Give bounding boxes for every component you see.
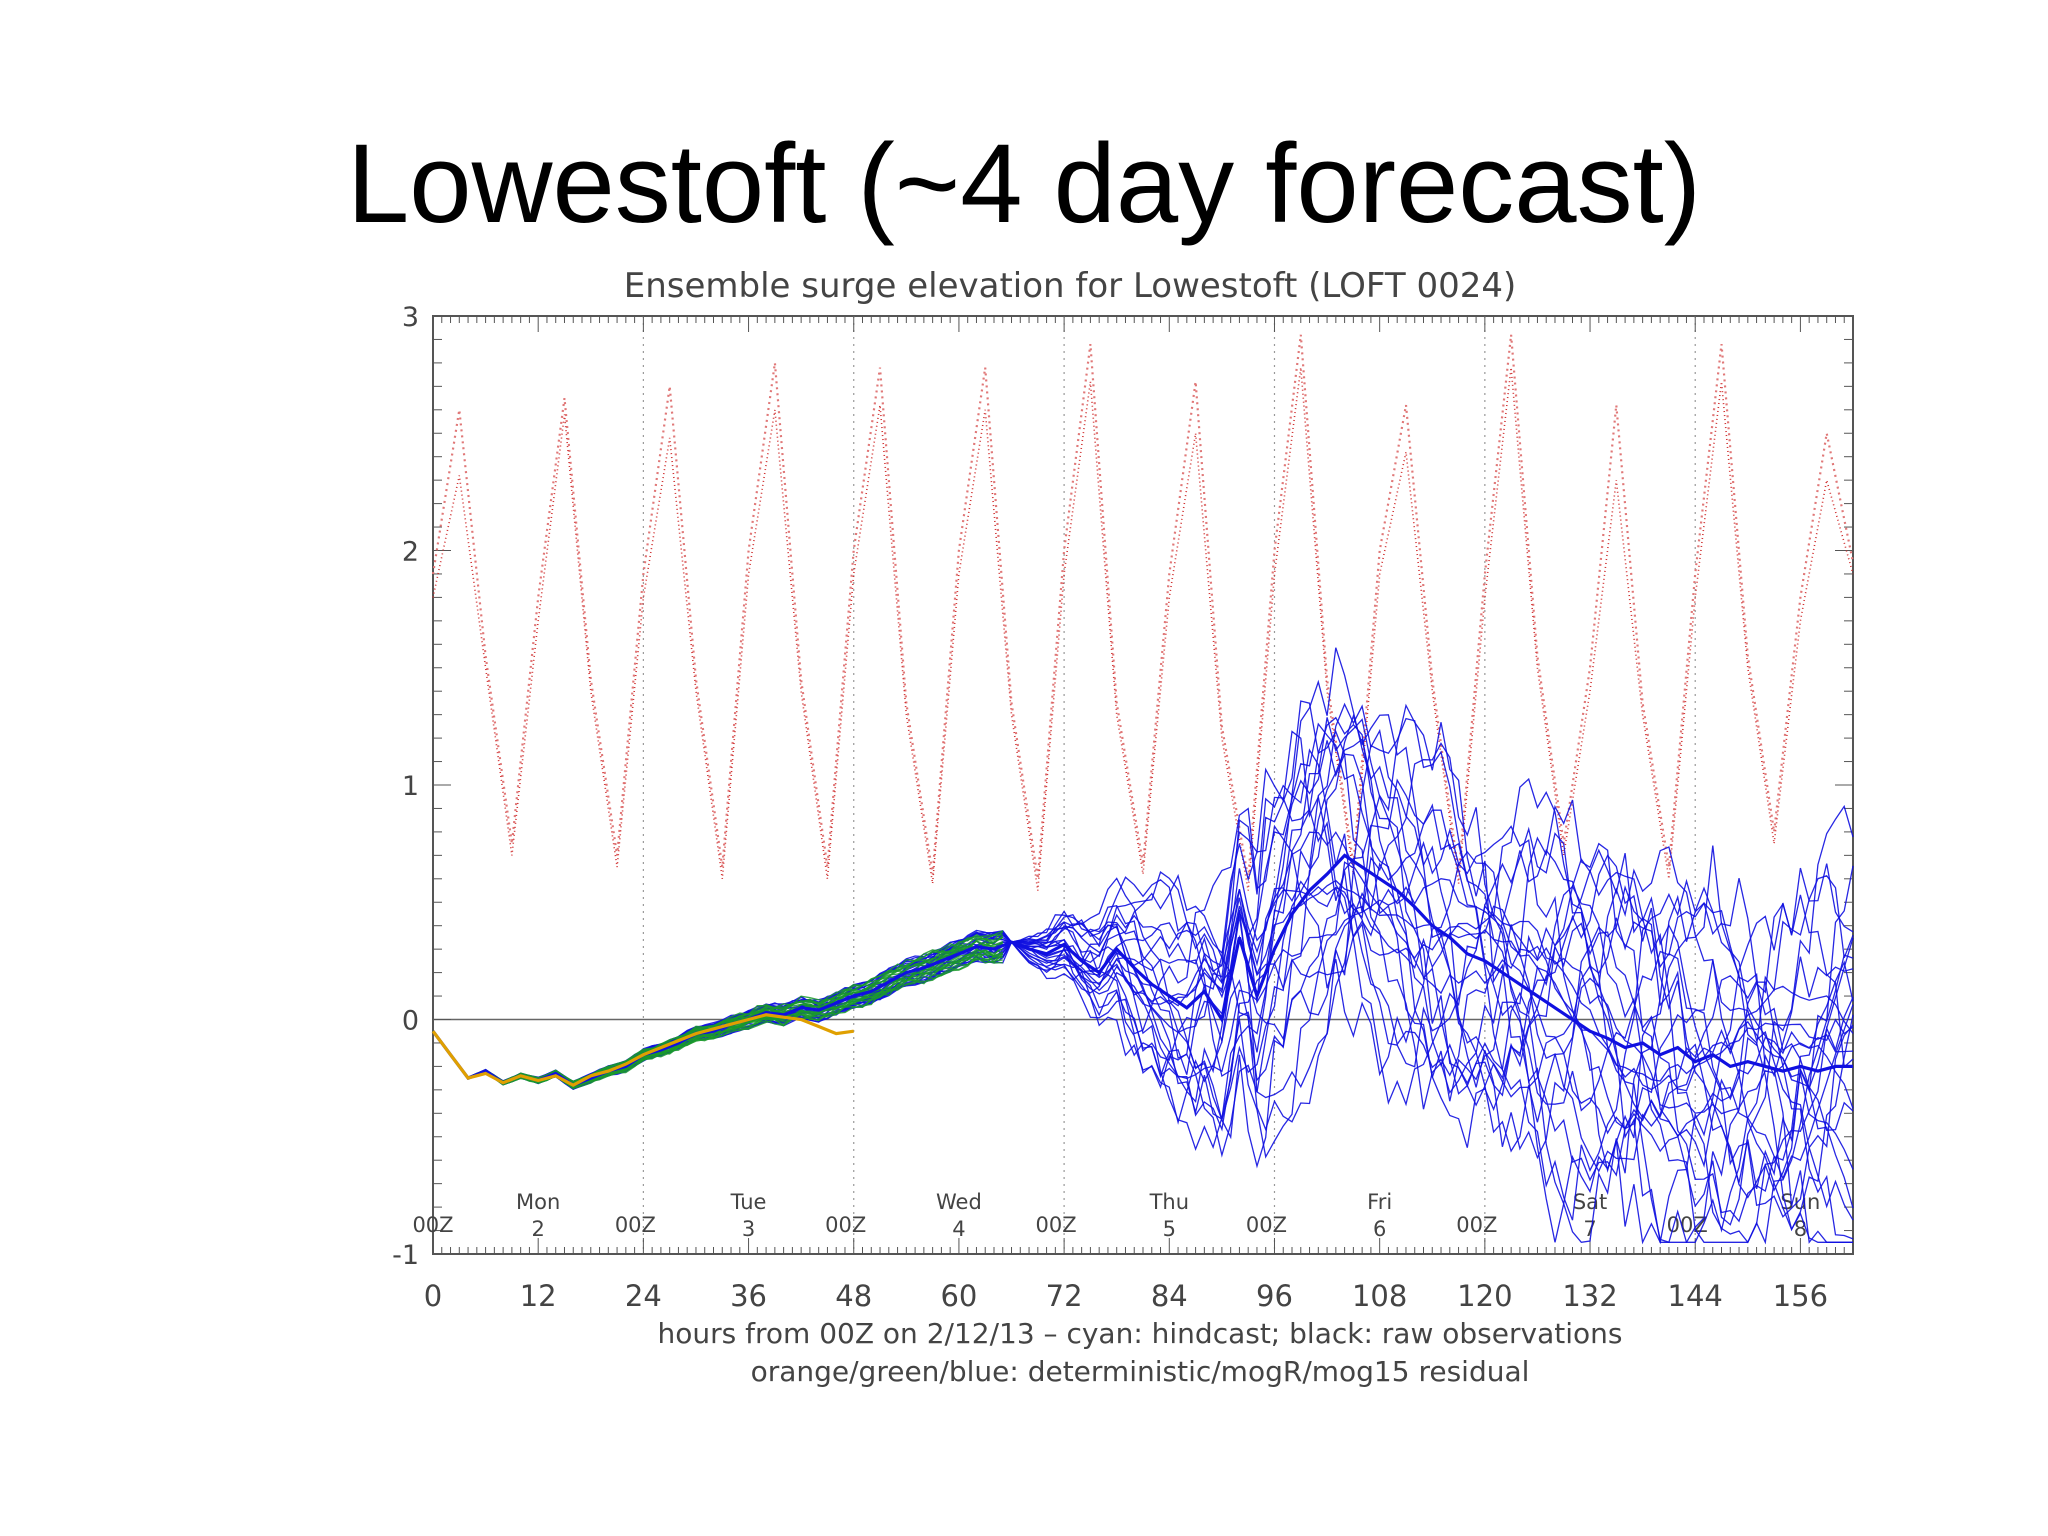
day-number-label: 2 [531, 1217, 544, 1241]
x-tick-label: 108 [1352, 1279, 1407, 1313]
day-number-label: 6 [1373, 1217, 1386, 1241]
midnight-label: 00Z [412, 1213, 453, 1237]
y-tick-label: -1 [392, 1240, 419, 1271]
y-tick-label: 0 [402, 1006, 419, 1037]
x-tick-label: 36 [730, 1279, 767, 1313]
y-tick-label: 3 [402, 302, 419, 333]
x-tick-label: 132 [1562, 1279, 1617, 1313]
midnight-label: 00Z [1667, 1213, 1708, 1237]
x-tick-label: 48 [835, 1279, 872, 1313]
midnight-label: 00Z [1246, 1213, 1287, 1237]
mog15-mean-line [431, 853, 1853, 1088]
deterministic-line [431, 1013, 854, 1088]
plot-frame [432, 315, 1854, 1255]
day-name-label: Sat [1573, 1190, 1607, 1214]
slide-title: Lowestoft (~4 day forecast) [346, 121, 1701, 246]
day-number-label: 5 [1163, 1217, 1176, 1241]
x-axis-label: hours from 00Z on 2/12/13 – cyan: hindca… [658, 1317, 1623, 1350]
x-tick-label: 72 [1046, 1279, 1083, 1313]
midnight-label: 00Z [825, 1213, 866, 1237]
day-number-label: 4 [952, 1217, 965, 1241]
x-tick-label: 60 [940, 1279, 977, 1313]
x-tick-label: 0 [424, 1279, 442, 1313]
x-tick-label: 120 [1457, 1279, 1512, 1313]
y-tick-label: 1 [402, 771, 419, 802]
x-tick-label: 12 [520, 1279, 557, 1313]
day-name-label: Thu [1149, 1190, 1189, 1214]
midnight-label: 00Z [615, 1213, 656, 1237]
x-tick-label: 144 [1668, 1279, 1723, 1313]
x-axis-label-legend: orange/green/blue: deterministic/mogR/mo… [751, 1355, 1530, 1388]
x-tick-label: 24 [625, 1279, 662, 1313]
x-tick-label: 156 [1773, 1279, 1828, 1313]
mogR-member-line [432, 956, 1003, 1090]
day-name-label: Wed [936, 1190, 982, 1214]
day-number-label: 7 [1583, 1217, 1596, 1241]
day-name-label: Tue [730, 1190, 767, 1214]
midnight-label: 00Z [1456, 1213, 1497, 1237]
x-tick-label: 96 [1256, 1279, 1293, 1313]
day-name-label: Mon [516, 1190, 560, 1214]
chart-title: Ensemble surge elevation for Lowestoft (… [624, 266, 1517, 306]
day-number-label: 3 [742, 1217, 755, 1241]
day-name-label: Fri [1367, 1190, 1392, 1214]
y-tick-label: 2 [402, 537, 419, 568]
midnight-label: 00Z [1036, 1213, 1077, 1237]
x-tick-label: 84 [1151, 1279, 1188, 1313]
tide-line [432, 367, 1854, 891]
